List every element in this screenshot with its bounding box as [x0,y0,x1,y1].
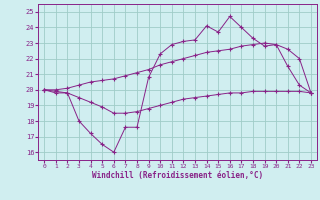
X-axis label: Windchill (Refroidissement éolien,°C): Windchill (Refroidissement éolien,°C) [92,171,263,180]
